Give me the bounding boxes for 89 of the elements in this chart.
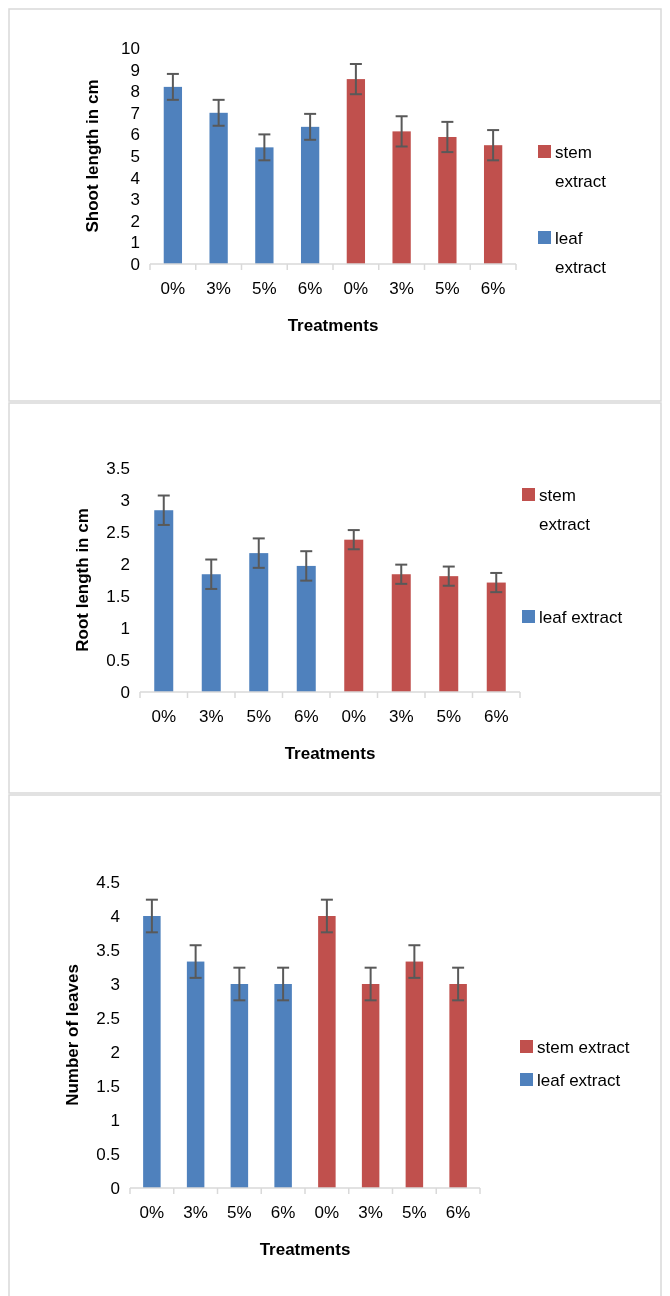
x-axis-title: Treatments (287, 316, 379, 335)
x-tick-label: 3% (183, 1203, 208, 1222)
x-tick-label: 5% (436, 707, 462, 726)
x-tick-label: 3% (388, 707, 414, 726)
x-tick-label: 6% (297, 279, 323, 298)
x-tick-label: 0% (151, 707, 177, 726)
y-tick-label: 0 (120, 682, 130, 702)
bar (201, 574, 221, 692)
y-tick-label: 5 (130, 146, 140, 166)
y-tick-label: 4.5 (96, 872, 120, 892)
y-tick-label: 0.5 (106, 650, 130, 670)
x-tick-label: 5% (252, 279, 277, 298)
y-tick-label: 4 (110, 906, 120, 926)
y-tick-label: 1 (110, 1110, 120, 1130)
bar (483, 145, 503, 264)
legend-label: leaf extract (555, 228, 607, 277)
bar (486, 582, 506, 692)
x-tick-label: 5% (227, 1203, 252, 1222)
bar (249, 553, 269, 692)
y-tick-label: 0 (130, 254, 140, 274)
y-tick-label: 3 (110, 974, 120, 994)
y-tick-label: 1 (130, 233, 140, 253)
legend-label: stem extract (539, 485, 591, 534)
x-tick-label: 0% (160, 279, 186, 298)
bar (391, 574, 411, 692)
y-tick-label: 0.5 (96, 1144, 120, 1164)
y-tick-label: 8 (130, 82, 140, 102)
y-tick-label: 0 (110, 1178, 120, 1198)
bar (163, 86, 183, 264)
y-tick-label: 1 (120, 618, 130, 638)
bar (274, 984, 292, 1188)
y-tick-label: 1.5 (96, 1076, 120, 1096)
legend-label: stem extract (555, 142, 607, 191)
bar (439, 576, 459, 692)
x-tick-label: 6% (483, 707, 509, 726)
x-axis-title: Treatments (284, 744, 376, 763)
bar (255, 147, 274, 264)
y-tick-label: 3 (120, 490, 130, 510)
y-tick-label: 4 (130, 168, 140, 188)
bar (186, 961, 205, 1188)
x-tick-label: 0% (341, 707, 367, 726)
bar (438, 136, 457, 264)
bar (300, 126, 320, 264)
x-tick-label: 6% (293, 707, 319, 726)
bar (154, 510, 174, 692)
y-tick-label: 2 (120, 554, 130, 574)
y-axis-title: Root length in cm (73, 508, 92, 652)
y-tick-label: 3 (130, 190, 140, 210)
bar (296, 565, 316, 692)
y-tick-label: 2.5 (106, 522, 130, 542)
x-tick-label: 0% (139, 1203, 165, 1222)
x-tick-label: 5% (435, 279, 460, 298)
bar (143, 916, 161, 1188)
y-axis-title: Number of leaves (63, 964, 82, 1106)
x-tick-label: 5% (402, 1203, 427, 1222)
bar (405, 961, 424, 1188)
legend-label: leaf extract (539, 607, 623, 627)
y-tick-label: 7 (130, 103, 140, 123)
y-tick-label: 2 (130, 211, 140, 231)
bar (392, 131, 411, 264)
x-tick-label: 5% (246, 707, 272, 726)
bar (449, 984, 467, 1188)
y-tick-label: 3.5 (106, 458, 130, 478)
bar (361, 984, 380, 1188)
y-tick-label: 6 (130, 125, 140, 145)
y-tick-label: 2.5 (96, 1008, 120, 1028)
x-tick-label: 3% (389, 279, 414, 298)
y-tick-label: 1.5 (106, 586, 130, 606)
bar (344, 539, 364, 692)
x-tick-label: 6% (270, 1203, 296, 1222)
x-tick-label: 3% (358, 1203, 383, 1222)
y-tick-label: 3.5 (96, 940, 120, 960)
bar (346, 79, 366, 264)
x-tick-label: 0% (343, 279, 369, 298)
bar (318, 916, 336, 1188)
y-tick-label: 10 (121, 38, 140, 58)
legend-label: stem extract (537, 1037, 630, 1057)
legend-label: leaf extract (537, 1070, 621, 1090)
x-axis-title: Treatments (259, 1240, 351, 1259)
x-tick-label: 0% (314, 1203, 340, 1222)
bar (209, 112, 228, 264)
x-tick-label: 6% (480, 279, 506, 298)
y-tick-label: 2 (110, 1042, 120, 1062)
y-axis-title: Shoot length in cm (83, 79, 102, 233)
y-tick-label: 9 (130, 60, 140, 80)
x-tick-label: 3% (206, 279, 231, 298)
bar (230, 984, 249, 1188)
x-tick-label: 3% (198, 707, 224, 726)
x-tick-label: 6% (445, 1203, 471, 1222)
